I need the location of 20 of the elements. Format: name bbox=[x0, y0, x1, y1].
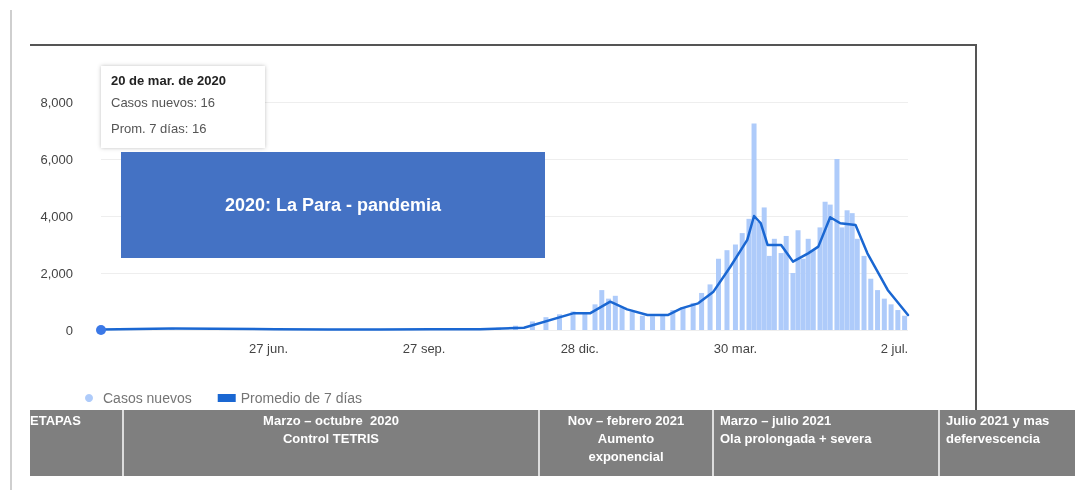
legend-label: Promedio de 7 días bbox=[240, 390, 363, 406]
x-tick-label: 27 jun. bbox=[248, 341, 289, 356]
text: Julio 2021 y mas defervescencia bbox=[946, 412, 1051, 448]
y-tick-label: 8,000 bbox=[40, 94, 73, 110]
legend-label: Casos nuevos bbox=[103, 390, 192, 406]
y-tick-label: 4,000 bbox=[40, 208, 73, 224]
tooltip-card: 20 de mar. de 2020 Casos nuevos: 16 Prom. 7 días: 16 bbox=[101, 66, 265, 148]
text: Marzo – julio 2021 Ola prolongada + severa bbox=[720, 412, 873, 448]
text: Marzo – octubre 2020 Control TETRIS bbox=[262, 412, 400, 448]
x-tick-label: 28 dic. bbox=[560, 341, 599, 356]
x-tick-label: 30 mar. bbox=[713, 341, 758, 356]
text: ETAPAS bbox=[30, 412, 82, 430]
x-tick-label: 27 sep. bbox=[402, 341, 446, 356]
text: Nov – febrero 2021 Aumento exponencial bbox=[566, 412, 686, 466]
y-tick-label: 2,000 bbox=[40, 265, 73, 281]
annotation: 20 de mar. de 2020 Casos nuevos: 16 Prom. 7 días: 16 bbox=[111, 72, 227, 138]
y-tick-label: 6,000 bbox=[40, 151, 73, 167]
x-tick-label: 2 jul. bbox=[880, 341, 909, 356]
y-tick-label: 0 bbox=[65, 322, 73, 338]
caption-box: 2020: La Para - pandemia bbox=[121, 152, 545, 258]
